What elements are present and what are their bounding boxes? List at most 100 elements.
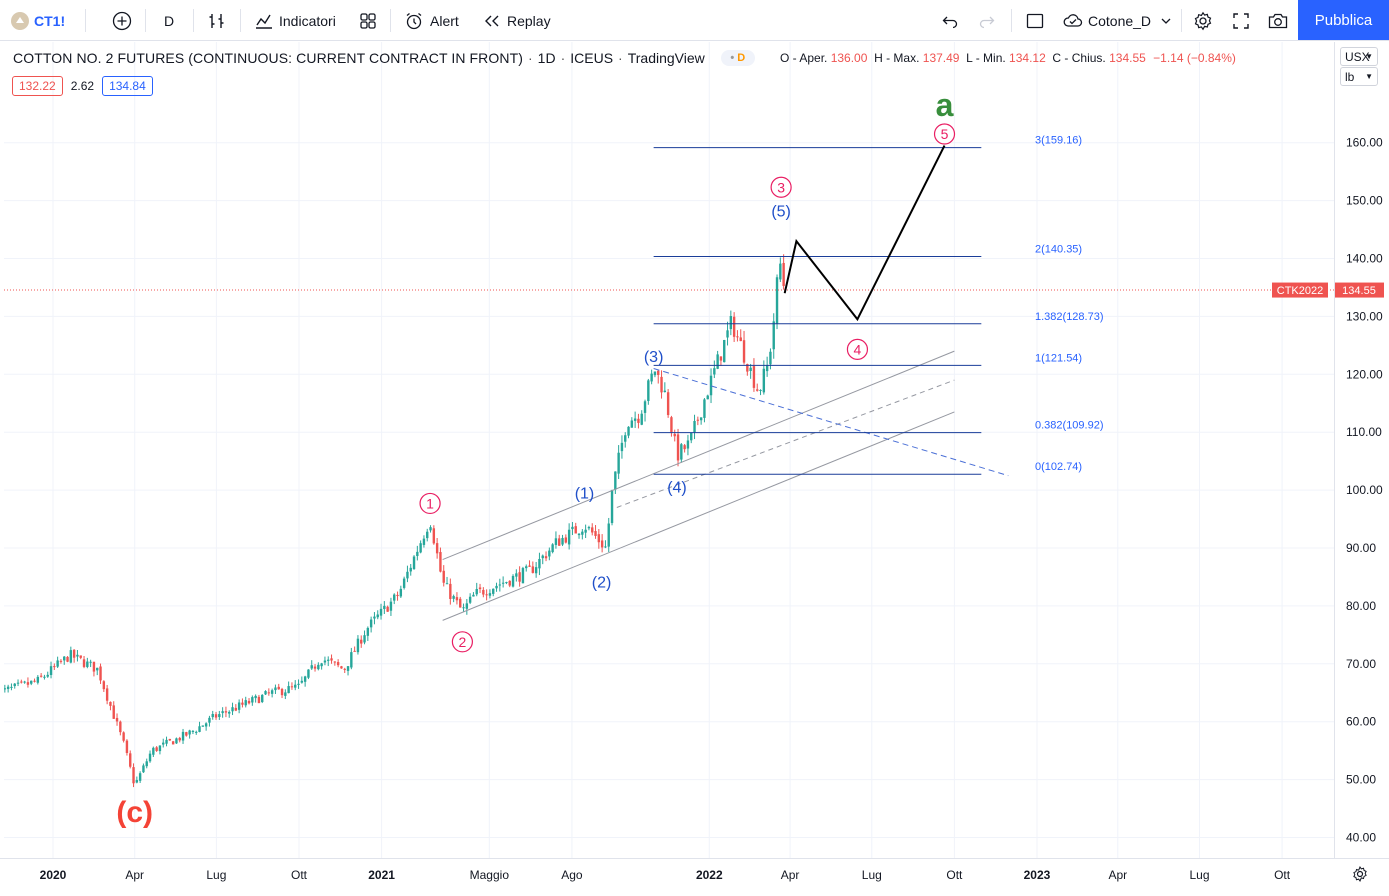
candle-body: [521, 568, 525, 584]
compare-button[interactable]: [112, 0, 132, 41]
candle-body: [16, 682, 20, 684]
undo-button[interactable]: [940, 0, 960, 41]
indicators-button[interactable]: Indicatori: [254, 0, 336, 41]
divider: [1181, 9, 1182, 32]
currency-select[interactable]: USX ▼: [1340, 47, 1378, 66]
candle-body: [297, 683, 300, 685]
saved-layout-button[interactable]: Cotone_D: [1062, 0, 1173, 41]
candle: [346, 666, 350, 676]
candle: [109, 701, 112, 711]
candle-body: [383, 605, 386, 609]
candle: [571, 522, 574, 536]
redo-button[interactable]: [977, 0, 997, 41]
candle: [69, 646, 73, 664]
candle-body: [558, 538, 561, 546]
replay-button[interactable]: Replay: [483, 0, 551, 41]
candle: [406, 565, 409, 583]
candle-body: [135, 780, 139, 783]
candle: [257, 694, 261, 704]
candle: [158, 745, 162, 755]
candle: [165, 736, 168, 747]
candle: [66, 656, 69, 663]
candle: [208, 715, 211, 727]
candle: [310, 660, 313, 670]
symbol-tag-bg: [1272, 282, 1328, 298]
candle: [432, 525, 436, 545]
divider: [145, 9, 146, 32]
divider: [1011, 9, 1012, 32]
time-tick-label: Apr: [781, 868, 800, 882]
candle-body: [690, 432, 693, 441]
candle-body: [587, 527, 591, 529]
candle: [462, 603, 465, 612]
fullscreen-button[interactable]: [1231, 0, 1251, 41]
symbol-search[interactable]: CT1!: [11, 0, 65, 41]
top-toolbar: CT1! D Indicatori Alert Replay: [0, 0, 1389, 41]
candle-body: [604, 546, 607, 548]
candle: [389, 597, 393, 616]
candle-body: [274, 687, 277, 691]
symbol-logo-icon: [11, 11, 29, 30]
time-tick-label: 2023: [1024, 868, 1051, 882]
candle: [445, 576, 449, 585]
candle-body: [69, 650, 73, 663]
candle-body: [627, 426, 630, 436]
snapshot-button[interactable]: [1267, 0, 1289, 41]
badge-label: D: [737, 52, 746, 64]
bid-price[interactable]: 132.22: [12, 75, 63, 96]
candle: [284, 689, 287, 700]
alert-button[interactable]: Alert: [404, 0, 459, 41]
candle-body: [234, 707, 238, 711]
settings-button[interactable]: [1193, 0, 1213, 41]
candle-body: [168, 738, 172, 741]
candle: [732, 312, 736, 342]
candle-body: [600, 540, 604, 548]
candle: [290, 682, 294, 690]
candle-body: [719, 356, 723, 361]
data-status-badge[interactable]: • D: [720, 50, 755, 66]
unit-select[interactable]: lb ▼: [1340, 67, 1378, 86]
wave-circle: [770, 176, 792, 198]
candle-body: [13, 683, 16, 687]
axis-settings-icon[interactable]: [1353, 865, 1367, 883]
candle: [237, 699, 241, 714]
candle-body: [175, 738, 178, 744]
candle-body: [478, 587, 482, 590]
candle: [4, 684, 7, 693]
candle-body: [261, 694, 264, 703]
candle: [181, 728, 185, 744]
candle-body: [653, 371, 657, 376]
candle-body: [673, 433, 676, 437]
candle-body: [511, 575, 515, 587]
price-tick-label: 120.00: [1346, 367, 1383, 381]
publish-button[interactable]: Pubblica: [1298, 0, 1389, 40]
candles: [4, 254, 785, 788]
chart-type-button[interactable]: [207, 0, 227, 41]
candle-body: [663, 390, 667, 393]
layout-button[interactable]: [1025, 0, 1045, 41]
symbol-title: COTTON NO. 2 FUTURES (CONTINUOUS: CURREN…: [13, 50, 523, 66]
candle: [92, 661, 96, 677]
interval-button[interactable]: D: [164, 0, 174, 41]
templates-button[interactable]: [358, 0, 378, 41]
candle-body: [426, 531, 429, 539]
candle-body: [584, 529, 587, 533]
candle: [666, 389, 670, 418]
candle: [72, 649, 76, 663]
candle: [231, 702, 234, 716]
ask-price[interactable]: 134.84: [102, 75, 153, 96]
candle: [63, 656, 66, 665]
candle-body: [620, 442, 624, 452]
candle-body: [435, 543, 439, 554]
candle: [429, 525, 432, 533]
candle-body: [723, 339, 726, 363]
candle-body: [699, 417, 703, 421]
candle: [736, 330, 739, 342]
candle: [201, 725, 205, 727]
candle-body: [439, 552, 442, 572]
legend-interval: 1D: [537, 50, 556, 66]
candle-body: [432, 528, 436, 544]
candle: [465, 599, 469, 615]
candle: [419, 540, 422, 554]
